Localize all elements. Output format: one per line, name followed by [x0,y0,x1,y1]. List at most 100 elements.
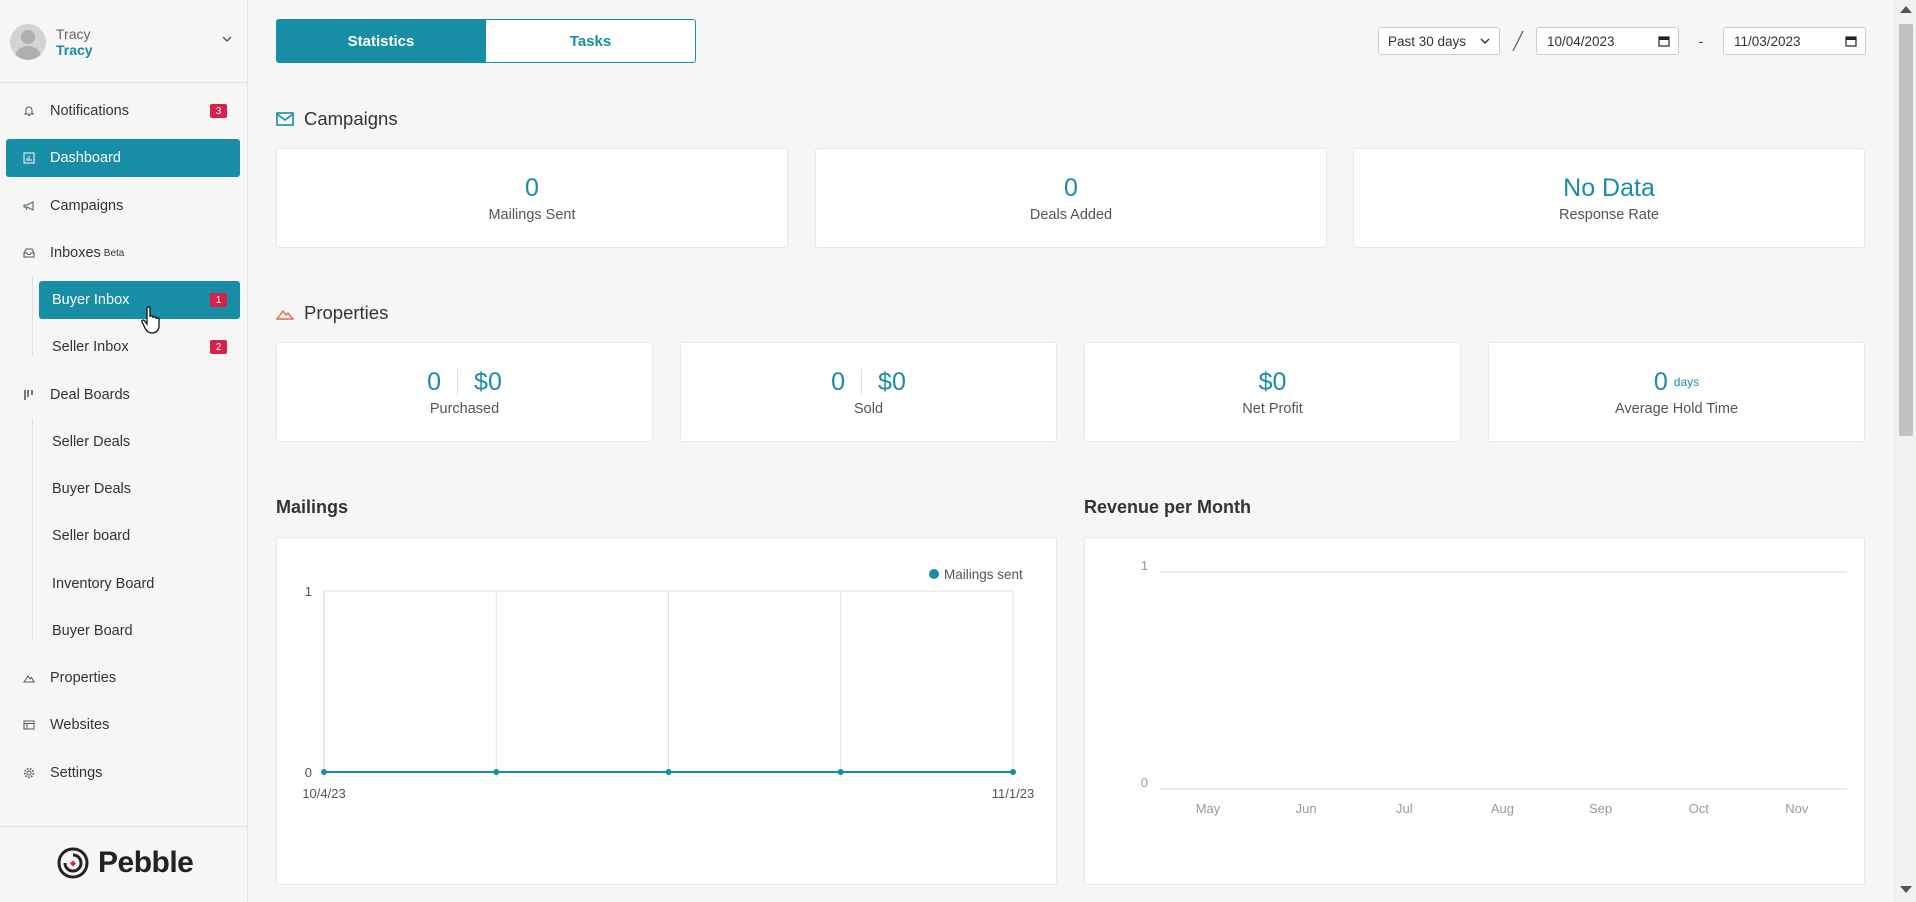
response-rate-card: No Data Response Rate [1353,148,1865,248]
data-point [665,769,672,775]
megaphone-icon [22,199,36,213]
inbox-icon [22,246,36,260]
sidebar-item-label: Seller board [52,528,131,544]
sidebar-item-label: Settings [50,765,103,781]
response-rate-value: No Data [1563,174,1655,202]
purchased-card: 0 $0 Purchased [276,342,653,442]
sidebar-item-label: Buyer Deals [52,481,131,497]
data-point [1010,769,1016,775]
start-date-input[interactable]: 10/04/2023 [1536,27,1679,55]
calendar-icon[interactable] [1658,35,1670,47]
pebble-logo-icon [57,847,89,879]
deals-added-card: 0 Deals Added [815,148,1327,248]
average-hold-time-label: Average Hold Time [1614,401,1739,417]
sidebar-item-inventory-board[interactable]: Inventory Board [39,565,240,603]
date-range-select[interactable]: Past 30 days [1378,27,1500,55]
deals-added-value: 0 [1064,174,1078,202]
sidebar-item-label: Notifications [50,103,129,119]
sidebar-item-label: Seller Inbox [52,339,129,355]
buyer-inbox-badge: 1 [210,293,227,307]
calendar-icon[interactable] [1845,35,1857,47]
sidebar-item-label: Websites [50,717,110,733]
chevron-down-icon [1480,38,1490,44]
x-tick-label: 10/4/23 [302,786,345,801]
pebble-logo[interactable]: Pebble [56,846,194,880]
mountain-icon [276,309,294,320]
scroll-up-arrow-icon[interactable] [1900,6,1912,13]
scroll-down-arrow-icon[interactable] [1900,886,1912,893]
purchased-count: 0 [427,368,442,396]
y-tick-label: 0 [1141,775,1148,790]
revenue-chart: 0 1 May Jun Jul Aug Sep Oct Nov [1141,558,1847,816]
mailings-chart-card: 0 1 10/4/23 11/1/23 Mailings sent [276,537,1057,885]
avatar [10,24,46,60]
response-rate-label: Response Rate [1559,207,1659,223]
section-title-text: Campaigns [304,108,398,129]
sidebar-item-settings[interactable]: Settings [6,754,240,792]
purchased-amount: $0 [474,368,502,396]
tab-tasks[interactable]: Tasks [486,19,696,63]
sidebar-item-label: Campaigns [50,198,124,214]
mailings-chart-title: Mailings [276,497,349,517]
x-tick-label: 11/1/23 [992,786,1034,801]
x-tick-label: Aug [1491,801,1514,816]
net-profit-card: $0 Net Profit [1084,342,1461,442]
x-tick-label: Oct [1689,801,1710,816]
date-separator: - [1698,33,1704,49]
sidebar-item-seller-deals[interactable]: Seller Deals [39,423,240,461]
sold-card: 0 $0 Sold [680,342,1057,442]
hand-cursor-icon [141,306,160,334]
purchased-label: Purchased [429,401,500,417]
sidebar-item-label: Buyer Inbox [52,292,130,308]
scrollbar[interactable] [1894,0,1916,902]
tab-statistics[interactable]: Statistics [276,19,486,63]
y-tick-label: 1 [305,584,312,599]
bell-icon [22,104,36,118]
divider [0,82,248,83]
view-tabs: Statistics Tasks [276,19,696,63]
user-name-secondary: Tracy [56,26,91,42]
section-title-text: Properties [304,302,389,323]
sidebar-item-buyer-deals[interactable]: Buyer Deals [39,470,240,508]
deals-added-label: Deals Added [1029,207,1113,223]
end-date-value: 11/03/2023 [1734,33,1801,49]
y-tick-label: 1 [1141,558,1148,573]
dashboard-icon [22,151,36,165]
sidebar-item-buyer-inbox[interactable]: Buyer Inbox 1 [39,281,240,319]
x-tick-label: Jun [1296,801,1317,816]
sidebar-item-label: Buyer Board [52,623,133,639]
mailings-sent-card: 0 Mailings Sent [276,148,788,248]
sidebar-item-properties[interactable]: Properties [6,659,240,697]
sold-count: 0 [831,368,846,396]
sidebar-item-seller-inbox[interactable]: Seller Inbox 2 [39,328,240,366]
sidebar: Tracy Tracy Notifications 3 Dashboard Ca… [0,0,248,902]
scrollbar-thumb[interactable] [1899,24,1913,436]
sidebar-item-deal-boards[interactable]: Deal Boards [6,376,240,414]
revenue-chart-card: 0 1 May Jun Jul Aug Sep Oct Nov [1084,537,1865,885]
divider [861,369,863,395]
sidebar-item-websites[interactable]: Websites [6,706,240,744]
date-range-value: Past 30 days [1388,33,1467,49]
user-menu[interactable]: Tracy Tracy [10,22,240,62]
campaigns-section-title: Campaigns [276,108,398,130]
x-tick-label: May [1196,801,1221,816]
chevron-down-icon[interactable] [220,32,234,46]
x-tick-label: Sep [1589,801,1612,816]
board-icon [22,388,36,402]
sidebar-item-campaigns[interactable]: Campaigns [6,187,240,225]
mailings-sent-value: 0 [525,174,539,202]
sidebar-item-label: Dashboard [50,150,121,166]
end-date-input[interactable]: 11/03/2023 [1723,27,1866,55]
data-point [321,769,327,775]
sidebar-item-buyer-board[interactable]: Buyer Board [39,612,240,650]
slash-divider [1500,27,1536,55]
beta-tag: Beta [103,247,125,259]
mailings-sent-label: Mailings Sent [488,207,576,223]
sidebar-item-seller-board[interactable]: Seller board [39,517,240,555]
sidebar-item-notifications[interactable]: Notifications 3 [6,92,240,130]
sidebar-item-label: Properties [50,670,117,686]
sidebar-item-dashboard[interactable]: Dashboard [6,139,240,177]
envelope-icon [276,112,294,126]
net-profit-value: $0 [1258,368,1287,396]
sidebar-item-inboxes[interactable]: Inboxes Beta [6,234,240,272]
